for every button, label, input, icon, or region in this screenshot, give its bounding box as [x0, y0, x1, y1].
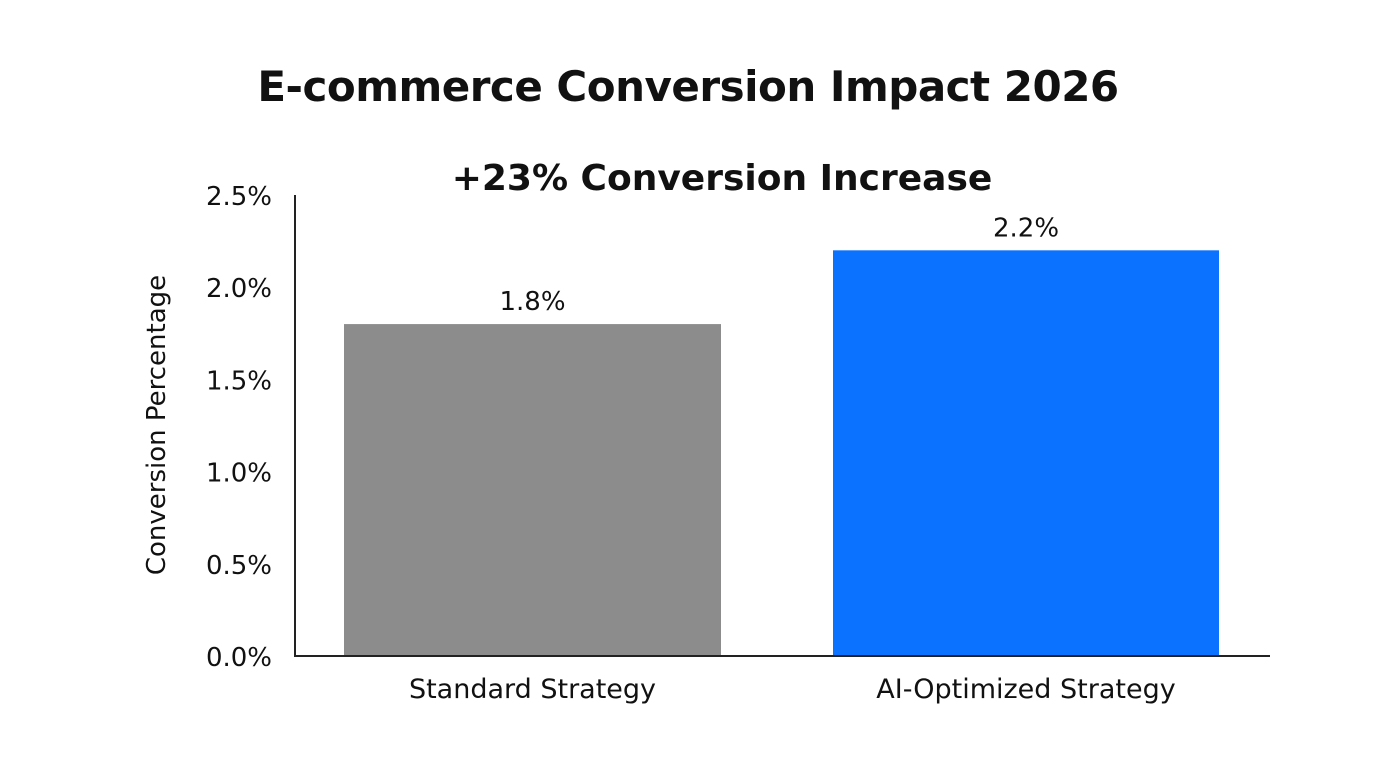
chart-title: E-commerce Conversion Impact 2026 — [257, 62, 1119, 111]
y-tick-label: 1.5% — [206, 366, 272, 396]
data-label: 2.2% — [993, 213, 1059, 243]
y-axis-label: Conversion Percentage — [142, 275, 172, 575]
x-tick-label: AI-Optimized Strategy — [876, 674, 1175, 705]
chart-annotation: +23% Conversion Increase — [452, 158, 993, 199]
y-tick-label: 0.5% — [206, 551, 272, 581]
bar-0 — [344, 324, 721, 656]
y-tick-label: 2.0% — [206, 274, 272, 304]
y-tick-label: 1.0% — [206, 459, 272, 489]
bar-1 — [833, 250, 1219, 656]
data-label: 1.8% — [499, 287, 565, 317]
y-tick-label: 0.0% — [206, 643, 272, 673]
y-tick-label: 2.5% — [206, 182, 272, 212]
x-tick-label: Standard Strategy — [409, 674, 656, 705]
